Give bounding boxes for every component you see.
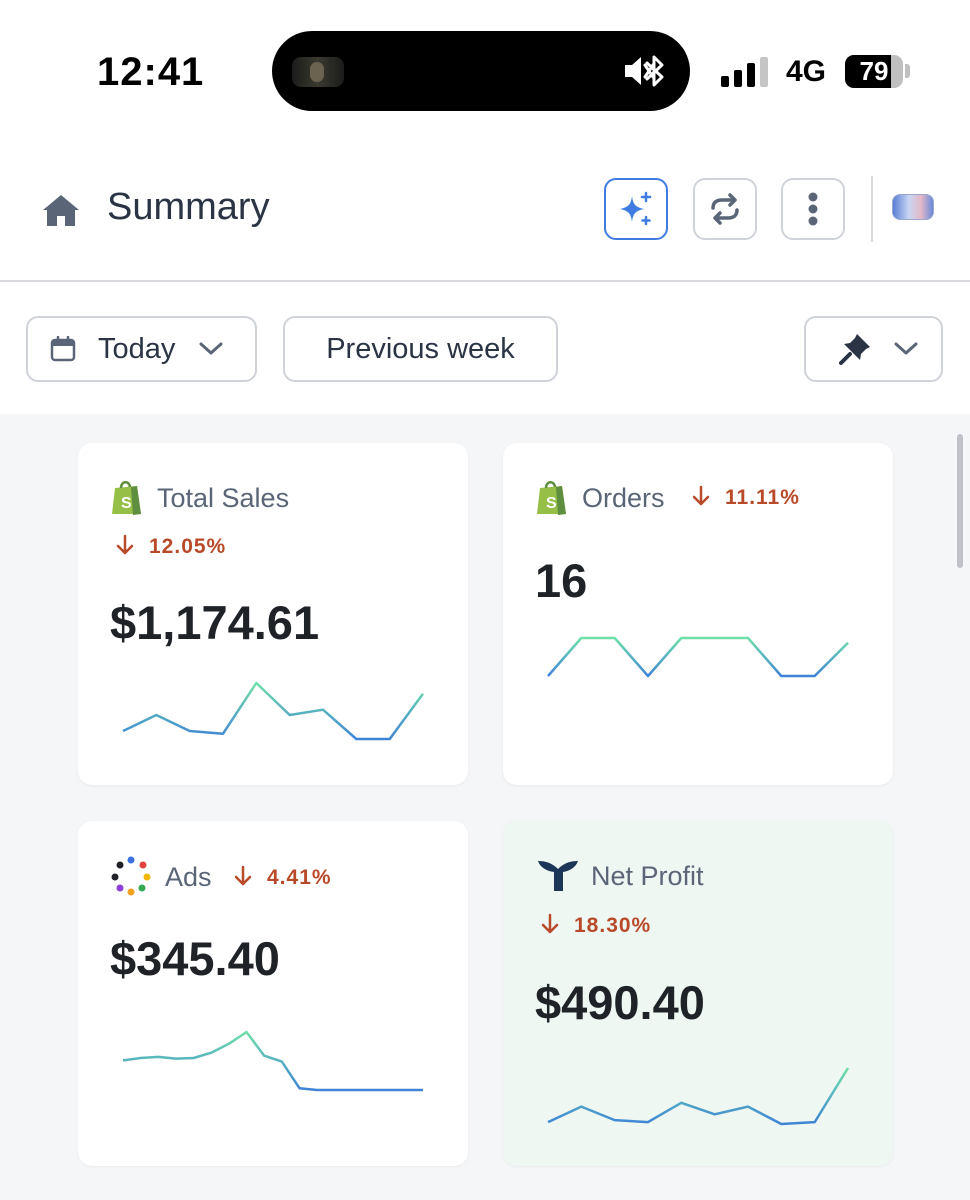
date-range-label: Today <box>98 332 176 365</box>
sparkline-series <box>547 1067 850 1126</box>
page-title: Summary <box>107 186 270 228</box>
metric-value: 16 <box>535 554 588 607</box>
sparkline <box>122 681 425 741</box>
metric-card-ads[interactable]: Ads 4.41% $345.40 <box>78 821 468 1166</box>
change-badge: 11.11% <box>691 485 800 510</box>
status-bar: 12:41 4G 79 <box>0 0 970 130</box>
arrow-down-icon <box>541 913 559 934</box>
avatar[interactable] <box>892 194 934 220</box>
filter-bar: Today Previous week <box>0 282 970 414</box>
arrow-down-icon <box>116 534 134 555</box>
svg-text:S: S <box>121 495 132 512</box>
chevron-down-icon <box>894 342 918 355</box>
metric-value: $345.40 <box>110 932 280 985</box>
pin-icon <box>839 334 870 365</box>
metric-value: $490.40 <box>535 976 705 1029</box>
cellular-signal-icon <box>721 57 768 87</box>
ads-icon <box>111 856 151 896</box>
card-title: Total Sales <box>157 483 290 513</box>
sparkline <box>547 636 849 678</box>
sparkline-series <box>122 681 425 741</box>
metric-card-orders[interactable]: S Orders 11.11% 16 <box>503 443 893 785</box>
refresh-button[interactable] <box>693 178 757 240</box>
scrollbar[interactable] <box>957 434 963 568</box>
compare-period-button[interactable]: Previous week <box>283 316 558 382</box>
ai-assistant-button[interactable] <box>604 178 668 240</box>
battery-icon: 79 <box>845 55 903 88</box>
shopify-icon: S <box>112 481 141 515</box>
sparkline <box>122 1030 423 1092</box>
sparkline-series <box>122 1030 423 1092</box>
card-title: Net Profit <box>591 861 704 891</box>
app-header: Summary <box>0 130 970 282</box>
pin-dropdown[interactable] <box>804 316 943 382</box>
dynamic-island[interactable] <box>272 31 690 111</box>
home-icon[interactable] <box>42 193 80 227</box>
shopify-icon: S <box>537 481 566 515</box>
change-badge: 4.41% <box>233 865 332 890</box>
change-badge: 18.30% <box>540 913 651 938</box>
sparkline <box>547 1067 850 1126</box>
more-vertical-icon <box>808 192 818 226</box>
svg-text:S: S <box>546 495 557 512</box>
battery-percent: 79 <box>859 56 889 86</box>
metric-value: $1,174.61 <box>110 596 320 649</box>
calendar-icon <box>50 336 76 362</box>
arrow-down-icon <box>234 865 252 886</box>
status-time: 12:41 <box>97 50 205 94</box>
metric-card-total-sales[interactable]: S Total Sales 12.05% $1,174.61 <box>78 443 468 785</box>
arrow-down-icon <box>692 485 710 506</box>
divider <box>871 176 873 242</box>
change-badge: 12.05% <box>115 534 226 559</box>
chevron-down-icon <box>199 342 223 355</box>
refresh-icon <box>711 193 739 225</box>
sparkle-icon <box>620 191 652 226</box>
network-type: 4G <box>786 55 827 88</box>
compare-period-label: Previous week <box>326 332 515 365</box>
date-range-dropdown[interactable]: Today <box>26 316 257 382</box>
metric-card-net-profit[interactable]: Net Profit 18.30% $490.40 <box>503 821 893 1166</box>
bluetooth-icon <box>645 55 664 87</box>
card-title: Orders <box>582 483 665 513</box>
now-playing-thumbnail <box>292 57 344 87</box>
more-options-button[interactable] <box>781 178 845 240</box>
sparkline-series <box>547 636 849 678</box>
card-title: Ads <box>165 862 212 892</box>
triple-whale-icon <box>538 861 578 891</box>
